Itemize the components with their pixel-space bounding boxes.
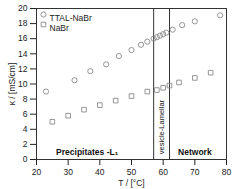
svg-text:10: 10 xyxy=(18,79,28,89)
svg-text:16: 16 xyxy=(18,33,28,43)
svg-text:NaBr: NaBr xyxy=(50,23,70,33)
svg-text:TTAL-NaBr: TTAL-NaBr xyxy=(50,13,93,23)
svg-text:0: 0 xyxy=(23,154,28,164)
svg-text:κ / [mS/cm]: κ / [mS/cm] xyxy=(7,63,17,106)
svg-text:Precipitates -L₁: Precipitates -L₁ xyxy=(56,147,119,157)
svg-text:12: 12 xyxy=(18,64,28,74)
svg-text:14: 14 xyxy=(18,49,28,59)
svg-text:Network: Network xyxy=(178,147,212,157)
svg-text:4: 4 xyxy=(23,124,28,134)
svg-text:20: 20 xyxy=(18,3,28,13)
svg-text:2: 2 xyxy=(23,139,28,149)
svg-text:80: 80 xyxy=(222,167,232,177)
svg-text:8: 8 xyxy=(23,94,28,104)
svg-text:70: 70 xyxy=(190,167,200,177)
svg-text:30: 30 xyxy=(63,167,73,177)
svg-text:6: 6 xyxy=(23,109,28,119)
svg-text:vesicle-Lamellar: vesicle-Lamellar xyxy=(157,99,166,154)
svg-text:20: 20 xyxy=(32,167,42,177)
svg-text:60: 60 xyxy=(158,167,168,177)
svg-text:40: 40 xyxy=(95,167,105,177)
svg-text:50: 50 xyxy=(127,167,137,177)
svg-text:T / [°C]: T / [°C] xyxy=(118,178,144,188)
svg-text:18: 18 xyxy=(18,18,28,28)
